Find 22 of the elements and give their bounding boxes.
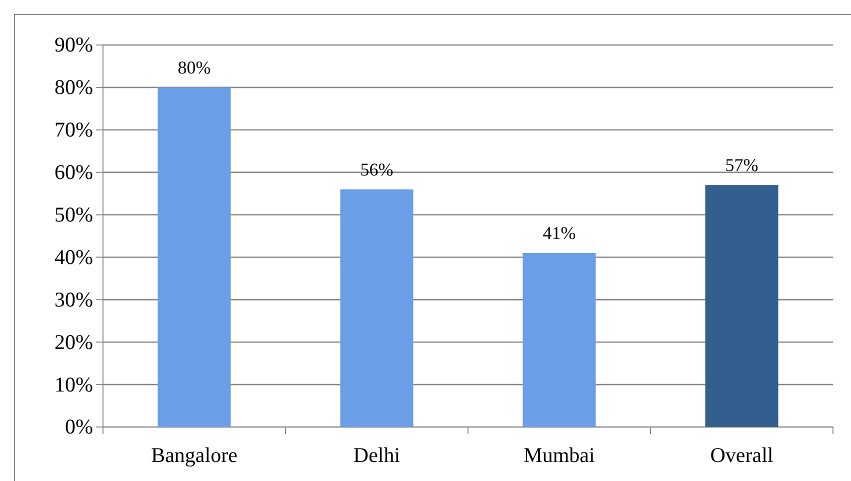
- y-tick-label: 30%: [54, 287, 93, 312]
- y-tick-label: 20%: [54, 330, 93, 354]
- bar: [340, 189, 414, 427]
- y-tick-label: 70%: [54, 118, 93, 142]
- y-tick-label: 0%: [65, 414, 93, 439]
- bar: [522, 252, 596, 427]
- x-tick-label: Bangalore: [151, 442, 238, 467]
- bar: [158, 87, 231, 427]
- data-label: 80%: [178, 57, 211, 78]
- y-tick-label: 90%: [54, 32, 93, 57]
- x-tick-label: Mumbai: [524, 442, 595, 467]
- data-label: 57%: [725, 155, 758, 176]
- bar: [705, 185, 778, 427]
- data-label: 56%: [360, 159, 394, 180]
- x-tick-label: Delhi: [353, 442, 400, 467]
- y-tick-label: 40%: [54, 244, 93, 269]
- y-tick-label: 10%: [54, 372, 93, 396]
- y-tick-label: 50%: [54, 202, 93, 226]
- data-label: 41%: [542, 222, 576, 243]
- y-tick-label: 60%: [54, 160, 93, 184]
- y-tick-label: 80%: [54, 75, 93, 100]
- x-tick-label: Overall: [710, 442, 774, 467]
